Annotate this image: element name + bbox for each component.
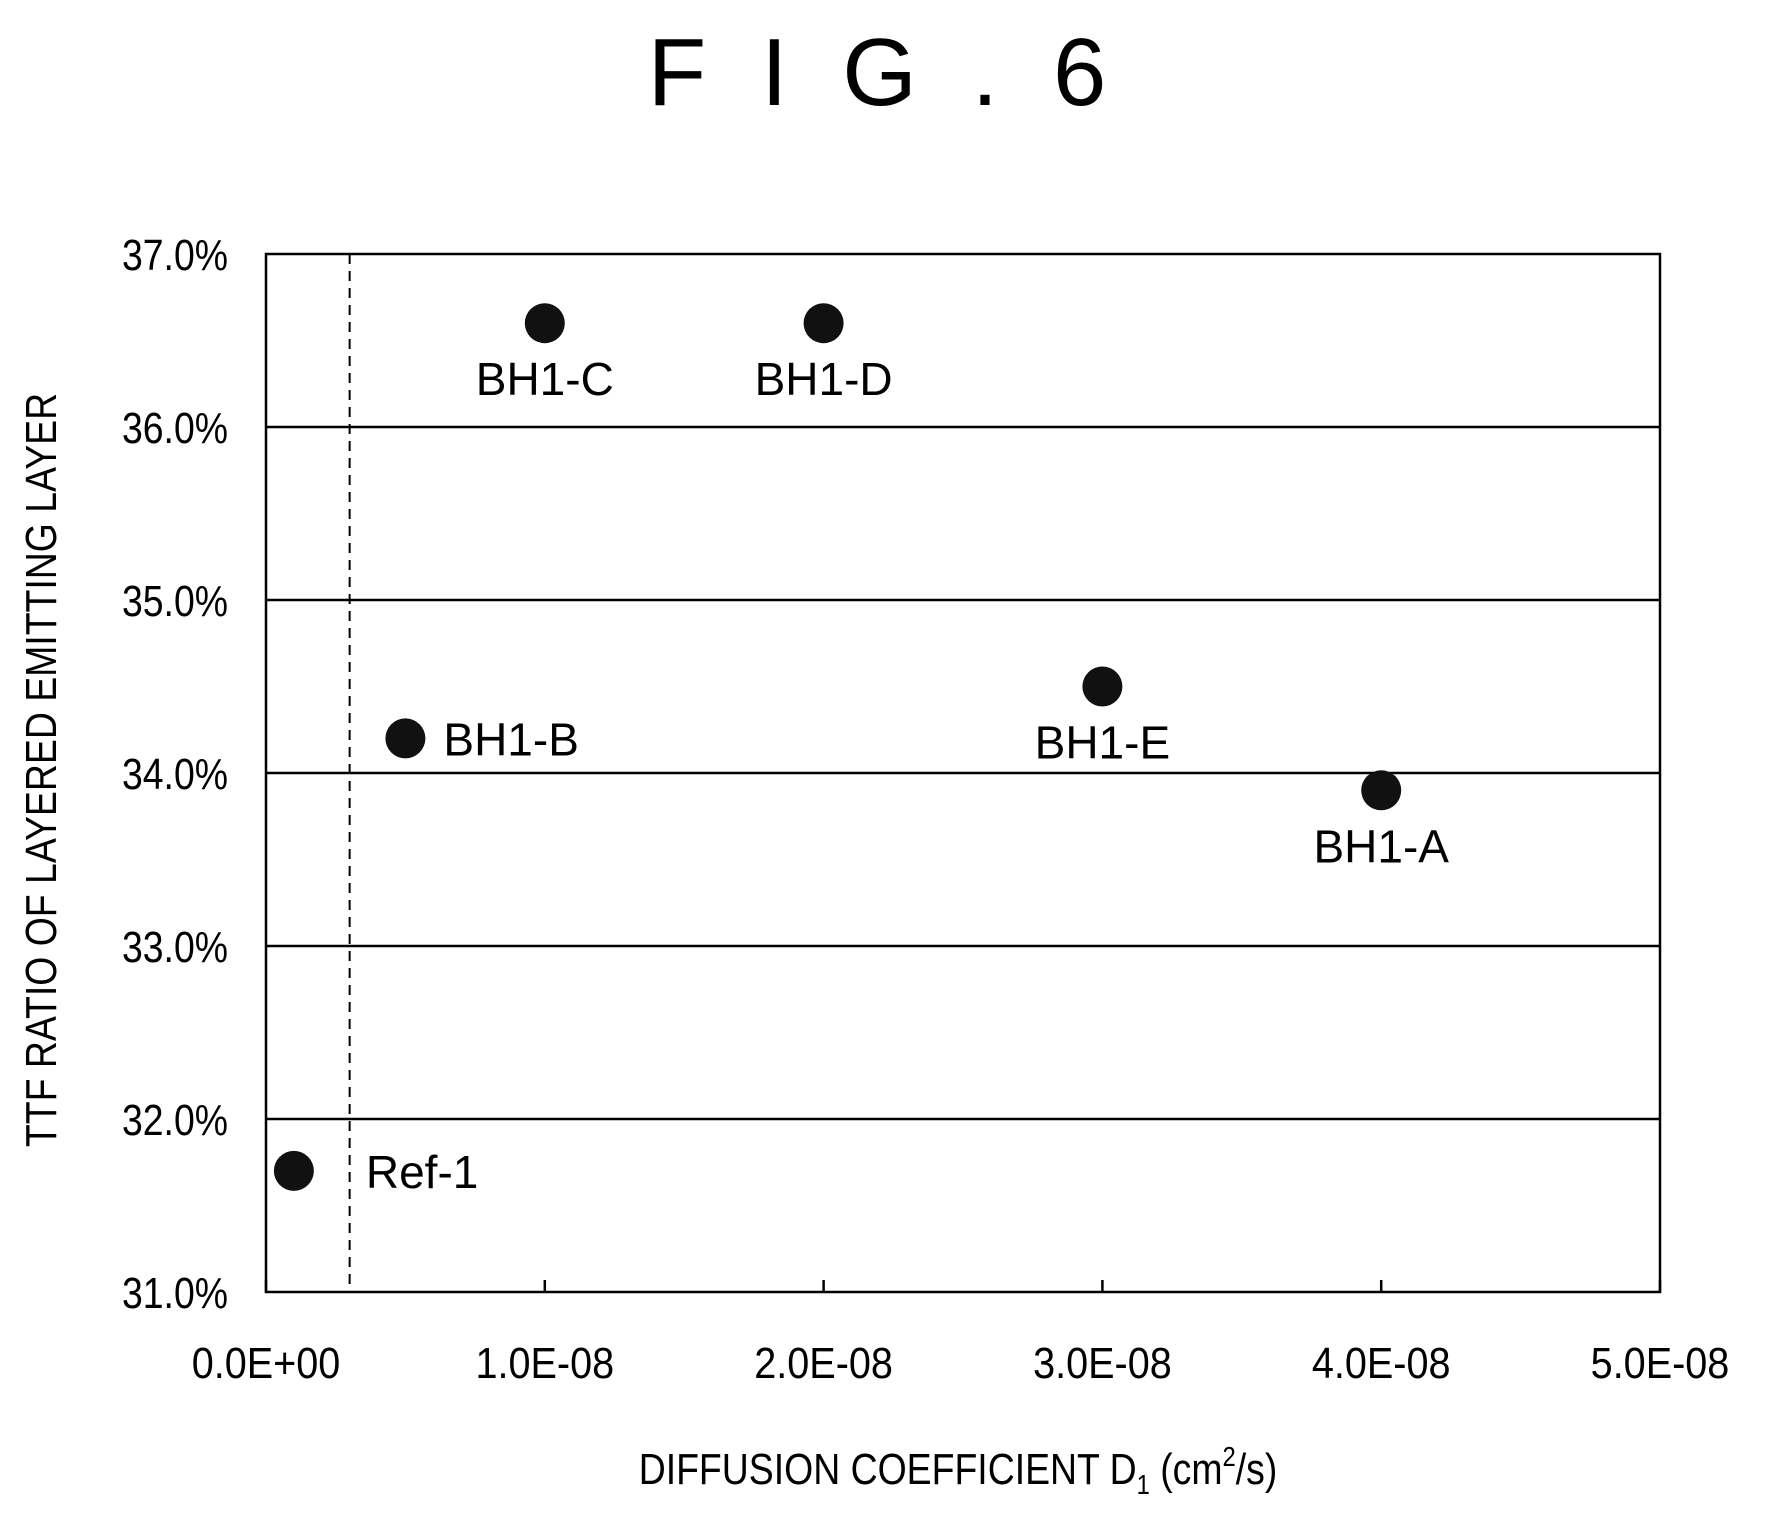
- plot-frame: [264, 252, 1662, 1294]
- y-tick-label-2: 33.0%: [122, 922, 228, 972]
- x-tick-label-3: 3.0E-08: [1033, 1338, 1172, 1387]
- y-tick-label-0: 31.0%: [122, 1268, 228, 1318]
- x-axis-title: DIFFUSION COEFFICIENT D1 (cm2/s): [639, 1440, 1278, 1500]
- x-tick-label-2: 2.0E-08: [754, 1338, 893, 1387]
- y-axis-ticks: 31.0% 32.0% 33.0% 34.0% 35.0% 36.0% 37.0%: [122, 230, 228, 1318]
- x-axis-title-main: DIFFUSION COEFFICIENT D: [639, 1444, 1137, 1494]
- data-point-bh1-d: [803, 303, 844, 344]
- x-axis-title-subscript: 1: [1137, 1468, 1150, 1500]
- x-axis-title-unit-open: (cm: [1150, 1444, 1223, 1494]
- data-point-ref-1: [273, 1150, 314, 1191]
- x-tick-label-5: 5.0E-08: [1591, 1338, 1730, 1387]
- data-point-bh1-c: [524, 303, 565, 344]
- x-axis-title-unit-close: /s): [1236, 1444, 1278, 1494]
- data-points: [273, 303, 1402, 1191]
- y-tick-label-4: 35.0%: [122, 576, 228, 626]
- y-tick-label-5: 36.0%: [122, 403, 228, 453]
- point-label-bh1-a: BH1-A: [1313, 820, 1449, 872]
- point-labels: Ref-1 BH1-B BH1-C BH1-D BH1-E BH1-A: [366, 353, 1449, 1198]
- y-tick-label-6: 37.0%: [122, 230, 228, 280]
- y-tick-label-3: 34.0%: [122, 749, 228, 799]
- y-tick-label-1: 32.0%: [122, 1095, 228, 1145]
- data-point-bh1-b: [385, 718, 426, 759]
- x-axis-ticks: 0.0E+00 1.0E-08 2.0E-08 3.0E-08 4.0E-08 5.0E-…: [192, 1280, 1730, 1387]
- point-label-bh1-d: BH1-D: [755, 353, 893, 405]
- x-tick-label-1: 1.0E-08: [475, 1338, 614, 1387]
- point-label-bh1-b: BH1-B: [443, 713, 578, 765]
- x-tick-label-0: 0.0E+00: [192, 1338, 341, 1387]
- x-tick-label-4: 4.0E-08: [1312, 1338, 1451, 1387]
- data-point-bh1-e: [1082, 666, 1123, 707]
- y-axis-title: TTF RATIO OF LAYERED EMITTING LAYER: [16, 393, 66, 1147]
- figure-title: F I G . 6: [647, 19, 1121, 126]
- point-label-bh1-c: BH1-C: [476, 353, 614, 405]
- x-axis-title-superscript: 2: [1223, 1440, 1236, 1472]
- data-point-bh1-a: [1361, 770, 1402, 811]
- plot-border: [264, 252, 1662, 1294]
- gridlines: [266, 425, 1660, 1121]
- point-label-ref-1: Ref-1: [366, 1146, 478, 1198]
- point-label-bh1-e: BH1-E: [1035, 717, 1170, 769]
